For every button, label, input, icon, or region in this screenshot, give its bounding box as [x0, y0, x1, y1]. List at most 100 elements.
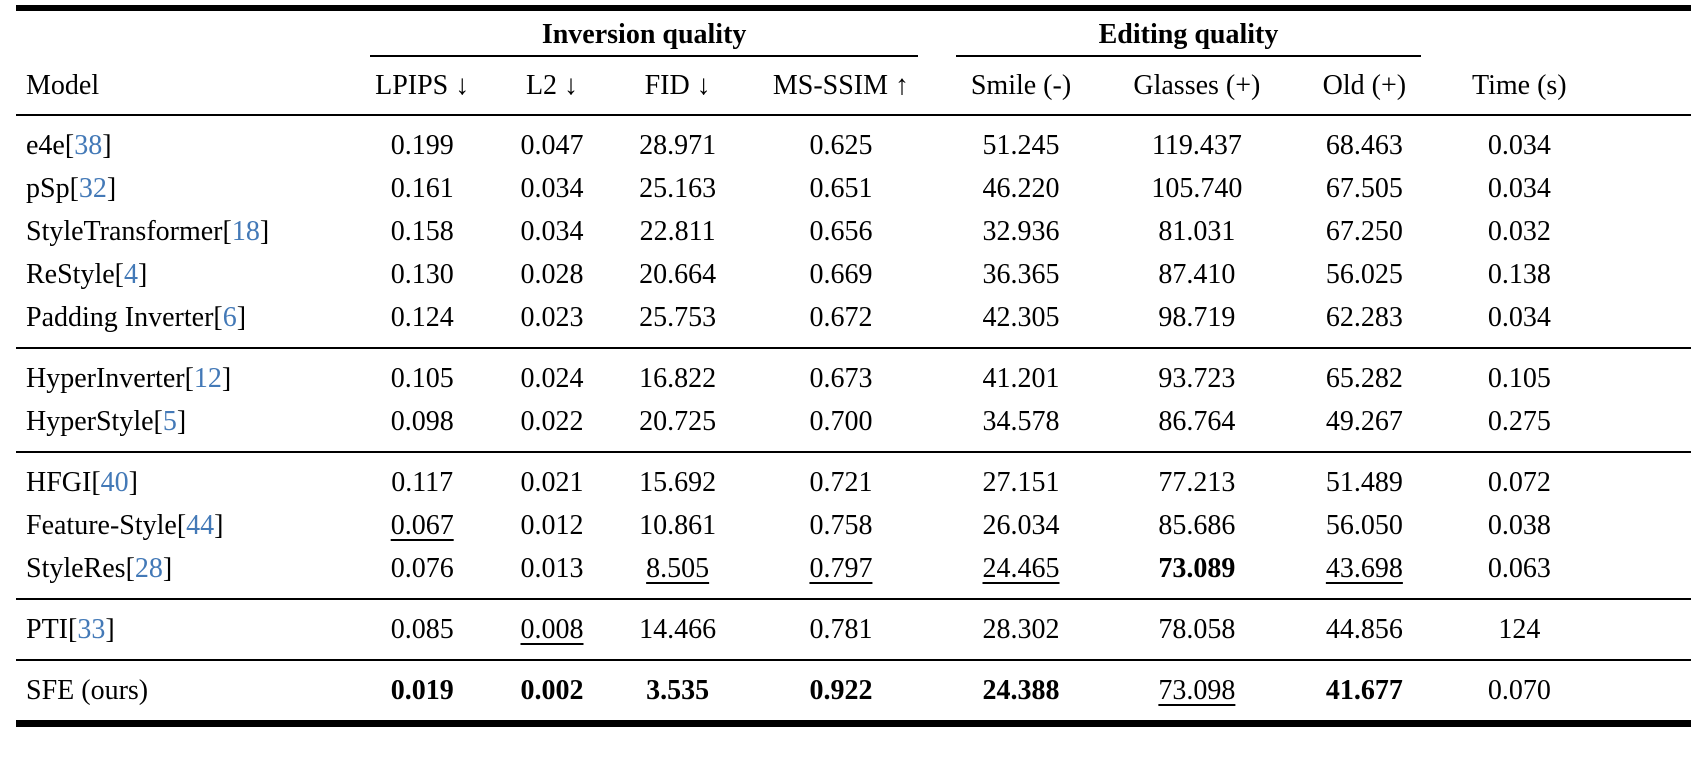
metric-value: 77.213	[1158, 466, 1236, 498]
cell-fid: 3.535	[611, 660, 745, 724]
cell-ms-ssim: 0.721	[745, 452, 938, 504]
model-name: e4e	[26, 129, 65, 161]
cell-smile: 34.578	[937, 400, 1105, 452]
citation-bracket-open: [	[68, 613, 78, 645]
citation-link[interactable]: 4	[124, 258, 138, 290]
table-row: StyleRes[28] 0.076 0.013 8.505 0.797 24.465 73…	[16, 547, 1691, 599]
metric-value: 124	[1498, 613, 1541, 645]
metric-value: 0.130	[390, 258, 454, 290]
model-name: pSp	[26, 172, 70, 204]
cell-fid: 20.664	[611, 253, 745, 296]
cell-ms-ssim: 0.625	[745, 115, 938, 167]
cell-old: 56.050	[1289, 504, 1440, 547]
metric-value: 0.022	[520, 405, 584, 437]
metric-value: 36.365	[982, 258, 1060, 290]
citation-link[interactable]: 40	[100, 466, 129, 498]
metric-value: 0.034	[1487, 172, 1551, 204]
column-header-spacer	[1598, 58, 1691, 116]
cell-glasses: 85.686	[1105, 504, 1289, 547]
cell-time: 0.072	[1440, 452, 1599, 504]
cell-time: 0.038	[1440, 504, 1599, 547]
metric-value: 0.012	[520, 509, 584, 541]
cell-lpips: 0.067	[351, 504, 493, 547]
citation-link[interactable]: 32	[78, 172, 107, 204]
metric-value: 41.201	[982, 362, 1060, 394]
citation-link[interactable]: 38	[74, 129, 103, 161]
cell-fid: 8.505	[611, 547, 745, 599]
row-group-5: SFE (ours) 0.019 0.002 3.535 0.922 24.388 73.0…	[16, 660, 1691, 724]
citation-bracket-open: [	[64, 129, 75, 161]
cell-old: 44.856	[1289, 599, 1440, 660]
metric-value: 0.002	[520, 674, 584, 706]
metric-value: 73.098	[1158, 674, 1236, 706]
metric-value: 0.124	[390, 301, 454, 333]
cell-time: 0.032	[1440, 210, 1599, 253]
table-row: Padding Inverter[6] 0.124 0.023 25.753 0.672…	[16, 296, 1691, 348]
citation-link[interactable]: 18	[231, 215, 260, 247]
group-header-underline: Inversion quality	[370, 19, 919, 57]
metric-value: 0.063	[1487, 552, 1551, 584]
metric-value: 0.021	[520, 466, 584, 498]
citation-link[interactable]: 44	[186, 509, 215, 541]
metric-value: 25.163	[639, 172, 717, 204]
cell-glasses: 73.098	[1105, 660, 1289, 724]
metric-value: 8.505	[646, 552, 710, 584]
table-header: Inversion quality Editing quality Model LPI…	[16, 8, 1691, 116]
cell-lpips: 0.076	[351, 547, 493, 599]
citation-link[interactable]: 5	[162, 405, 177, 437]
table-row: HyperInverter[12] 0.105 0.024 16.822 0.673 41…	[16, 348, 1691, 400]
model-name: HyperInverter	[26, 362, 185, 394]
cell-glasses: 93.723	[1105, 348, 1289, 400]
metric-value: 0.672	[809, 301, 873, 333]
citation-link[interactable]: 6	[222, 301, 237, 333]
cell-old: 56.025	[1289, 253, 1440, 296]
metric-value: 87.410	[1158, 258, 1236, 290]
citation-link[interactable]: 28	[134, 552, 163, 584]
metric-value: 0.034	[1487, 301, 1551, 333]
metric-value: 0.117	[391, 466, 454, 498]
citation-link[interactable]: 33	[77, 613, 106, 645]
cell-glasses: 73.089	[1105, 547, 1289, 599]
cell-fid: 25.163	[611, 167, 745, 210]
row-edge-spacer	[1599, 296, 1691, 348]
metric-value: 81.031	[1158, 215, 1236, 247]
row-edge-spacer	[1599, 348, 1691, 400]
cell-old: 43.698	[1289, 547, 1440, 599]
edge-spacer	[1599, 8, 1691, 58]
cell-ms-ssim: 0.656	[745, 210, 938, 253]
metric-value: 0.047	[520, 129, 584, 161]
citation-link[interactable]: 12	[193, 362, 222, 394]
metric-value: 0.070	[1487, 674, 1551, 706]
cell-smile: 41.201	[937, 348, 1105, 400]
column-header-old: Old (+)	[1289, 58, 1440, 116]
metric-value: 78.058	[1158, 613, 1236, 645]
model-name-cell: Padding Inverter[6]	[16, 296, 351, 348]
cell-smile: 24.388	[937, 660, 1105, 724]
cell-fid: 28.971	[611, 115, 745, 167]
metric-value: 0.651	[809, 172, 873, 204]
model-name: Feature-Style	[26, 509, 177, 541]
cell-time: 124	[1440, 599, 1599, 660]
metric-value: 0.199	[390, 129, 454, 161]
metric-value: 98.719	[1158, 301, 1236, 333]
cell-time: 0.034	[1440, 296, 1599, 348]
row-group-4: PTI[33] 0.085 0.008 14.466 0.781 28.302 78.058…	[16, 599, 1691, 660]
table-row: ReStyle[4] 0.130 0.028 20.664 0.669 36.365 87.…	[16, 253, 1691, 296]
cell-glasses: 98.719	[1105, 296, 1289, 348]
citation-bracket-close: ]	[259, 215, 270, 247]
row-group-1: e4e[38] 0.199 0.047 28.971 0.625 51.245 119.43…	[16, 115, 1691, 348]
cell-time: 0.070	[1440, 660, 1599, 724]
cell-smile: 24.465	[937, 547, 1105, 599]
metric-value: 0.008	[520, 613, 584, 645]
cell-ms-ssim: 0.700	[745, 400, 938, 452]
cell-l2: 0.047	[493, 115, 610, 167]
metric-value: 0.161	[390, 172, 454, 204]
metric-value: 27.151	[982, 466, 1060, 498]
cell-fid: 14.466	[611, 599, 745, 660]
metric-value: 105.740	[1151, 172, 1243, 204]
metric-value: 0.098	[390, 405, 454, 437]
column-header-row: Model LPIPS ↓ L2 ↓ FID ↓ MS-SSIM ↑ Smile (-) G…	[16, 58, 1691, 116]
metric-value: 68.463	[1325, 129, 1403, 161]
metric-value: 93.723	[1158, 362, 1236, 394]
citation-bracket-open: [	[184, 362, 194, 394]
